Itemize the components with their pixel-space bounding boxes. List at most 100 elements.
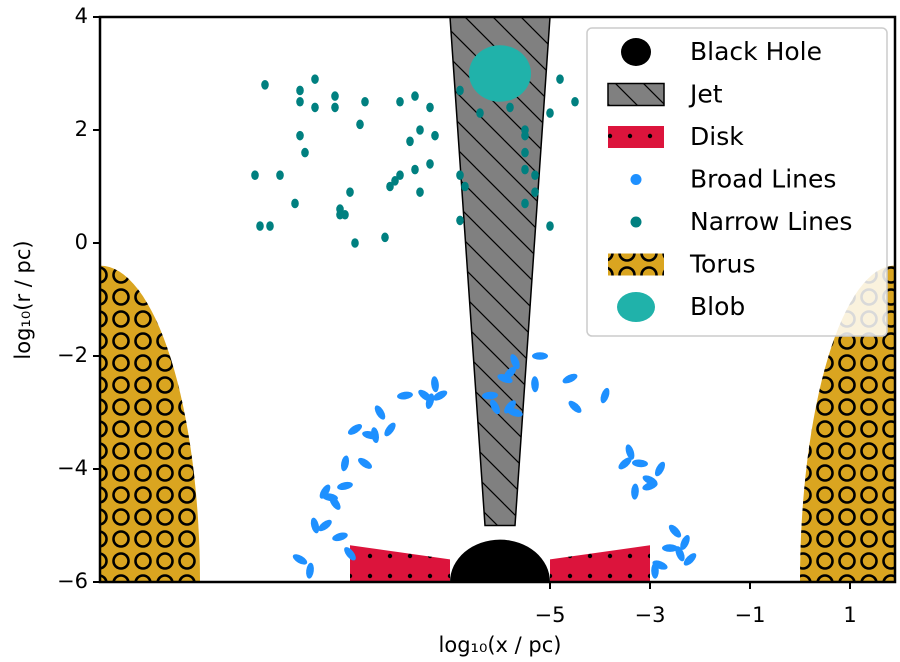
point	[346, 187, 354, 197]
point	[546, 108, 554, 118]
y-tick-label: 0	[75, 230, 88, 254]
point	[382, 421, 398, 438]
point	[456, 170, 464, 180]
point	[351, 238, 359, 248]
point	[567, 399, 584, 415]
legend: Black Hole Jet Disk Broad Lines Narrow Lines…	[587, 28, 887, 336]
point	[546, 221, 554, 231]
point	[556, 74, 564, 84]
legend-label: Disk	[690, 122, 744, 151]
y-tick-label: 4	[75, 4, 88, 28]
point	[667, 523, 683, 540]
point	[346, 422, 364, 437]
point	[532, 352, 548, 360]
y-tick-label: −6	[57, 569, 88, 593]
point	[426, 159, 434, 169]
point	[361, 97, 369, 107]
legend-swatch-hatch	[608, 126, 664, 148]
point	[331, 91, 339, 101]
point	[356, 120, 364, 130]
point	[336, 210, 344, 220]
point	[291, 552, 309, 567]
point	[397, 391, 414, 401]
point	[571, 97, 579, 107]
point	[632, 459, 649, 468]
region-hatch	[550, 545, 650, 582]
x-tick-label: −3	[635, 603, 666, 627]
legend-swatch	[631, 174, 642, 185]
x-axis-label: log₁₀(x / pc)	[439, 633, 562, 657]
point	[631, 483, 639, 499]
x-tick-label: 1	[843, 603, 856, 627]
legend-label: Jet	[688, 80, 723, 109]
chart: 4 2 0 −2 −4 −6 −5 −3 −1 1 log₁₀(x / pc) log₁₀(r /…	[0, 0, 900, 662]
point	[316, 518, 333, 534]
point	[411, 165, 419, 175]
point	[456, 216, 464, 226]
point	[251, 170, 259, 180]
point	[411, 91, 419, 101]
point	[331, 531, 348, 543]
legend-label: Black Hole	[690, 37, 822, 66]
point	[305, 562, 314, 579]
point	[336, 481, 353, 492]
legend-swatch	[621, 38, 651, 66]
point	[296, 97, 304, 107]
point	[370, 427, 380, 444]
point	[266, 221, 274, 231]
region-hatch	[350, 545, 450, 582]
point	[291, 199, 299, 209]
legend-swatch	[631, 217, 642, 228]
point	[356, 456, 374, 471]
legend-label: Torus	[689, 250, 755, 279]
y-tick-label: −2	[57, 343, 88, 367]
point	[506, 103, 514, 113]
y-tick-label: −4	[57, 456, 88, 480]
point	[311, 103, 319, 113]
point	[340, 455, 351, 472]
point	[261, 80, 269, 90]
blob	[469, 45, 531, 102]
legend-swatch	[617, 292, 655, 322]
point	[456, 86, 464, 96]
point	[381, 233, 389, 243]
point	[653, 460, 667, 478]
point	[391, 176, 399, 186]
point	[521, 131, 529, 141]
y-tick-label: 2	[75, 117, 88, 141]
point	[476, 108, 484, 118]
point	[373, 404, 388, 422]
point	[431, 131, 439, 141]
y-axis-label: log₁₀(r / pc)	[11, 240, 35, 359]
point	[406, 137, 414, 147]
point	[311, 74, 319, 84]
torus-hatch	[100, 266, 200, 582]
legend-label: Broad Lines	[690, 165, 836, 194]
legend-swatch-hatch	[608, 84, 664, 106]
point	[309, 517, 320, 534]
legend-swatch-hatch	[608, 254, 664, 276]
point	[521, 165, 529, 175]
point	[561, 372, 579, 386]
point	[396, 97, 404, 107]
x-tick-label: −1	[735, 603, 766, 627]
point	[461, 182, 469, 192]
legend-label: Blob	[690, 292, 745, 321]
point	[296, 131, 304, 141]
point	[531, 187, 539, 197]
point	[430, 376, 439, 393]
point	[416, 125, 424, 135]
x-tick-label: −5	[535, 603, 566, 627]
point	[276, 170, 284, 180]
point	[521, 199, 529, 209]
point	[531, 376, 539, 392]
point	[531, 170, 539, 180]
point	[521, 148, 529, 158]
point	[416, 187, 424, 197]
point	[599, 387, 611, 405]
point	[256, 221, 264, 231]
legend-label: Narrow Lines	[690, 207, 852, 236]
point	[426, 103, 434, 113]
point	[301, 148, 309, 158]
point	[296, 86, 304, 96]
